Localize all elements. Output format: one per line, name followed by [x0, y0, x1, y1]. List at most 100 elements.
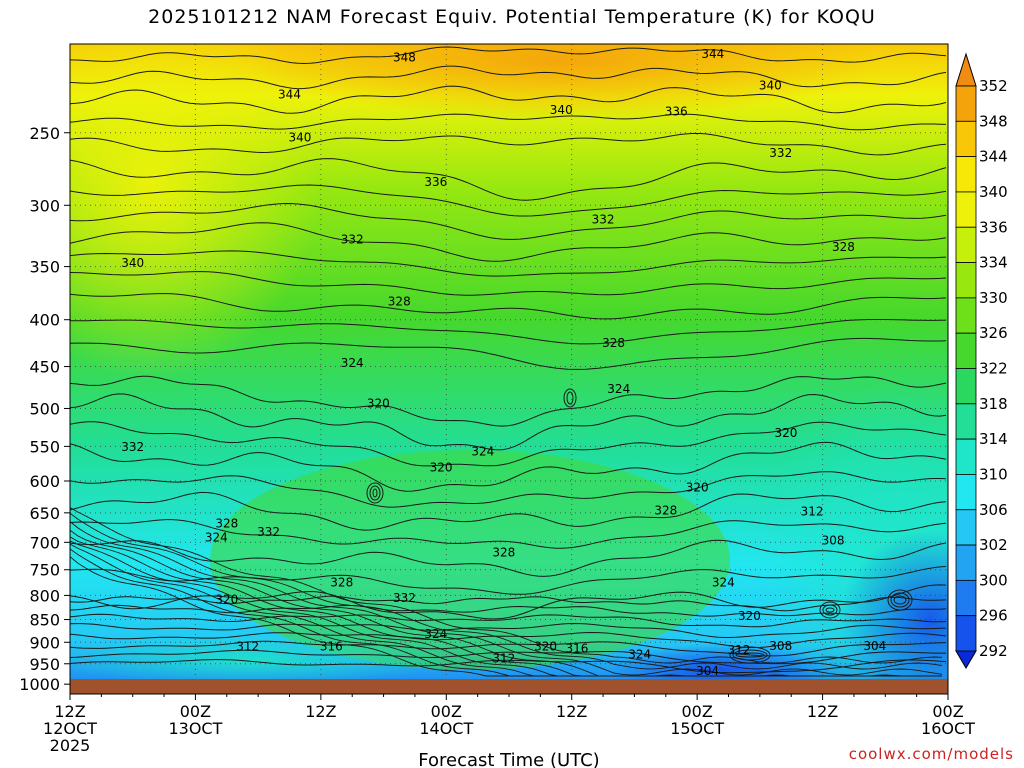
contour-label: 304: [863, 639, 886, 653]
contour-label: 332: [592, 213, 615, 227]
contour-label: 340: [121, 256, 144, 270]
contour-label: 328: [492, 545, 515, 559]
contour-label: 340: [288, 131, 311, 145]
contour-line: [70, 375, 947, 427]
contour-label: 316: [565, 641, 588, 655]
contour-label: 324: [712, 575, 735, 589]
contour-line: [70, 622, 947, 638]
y-tick-label: 950: [29, 655, 60, 674]
y-tick-label: 900: [29, 633, 60, 652]
contour-line: [70, 132, 947, 156]
contour-label: 344: [701, 47, 724, 61]
frontal-contour-line: [70, 512, 943, 670]
frontal-contour-line: [70, 521, 943, 676]
colorbar-segment: [955, 297, 977, 334]
colorbar-label: 326: [979, 324, 1008, 342]
y-tick-label: 800: [29, 586, 60, 605]
contour-label: 320: [738, 609, 761, 623]
contour-label: 316: [320, 640, 343, 654]
contour-line: [70, 393, 947, 451]
contour-label: 324: [341, 356, 364, 370]
contour-line: [70, 222, 947, 262]
contour-line: [70, 271, 947, 296]
ground-surface: [70, 679, 948, 694]
contour-line: [70, 595, 947, 612]
closed-contour: [732, 649, 768, 661]
closed-contour: [825, 607, 835, 613]
contour-label: 320: [367, 397, 390, 411]
contour-label: 324: [628, 647, 651, 661]
colorbar-segment: [955, 332, 977, 369]
contour-line: [70, 640, 947, 657]
x-tick-label: 13OCT: [168, 719, 222, 738]
moist-region-mid: [210, 450, 730, 670]
contour-line: [70, 604, 947, 617]
colorbar-label: 302: [979, 536, 1008, 554]
colorbar-label: 322: [979, 360, 1008, 378]
contour-line: [70, 113, 947, 131]
contour-label: 336: [665, 105, 688, 119]
colorbar-label: 314: [979, 430, 1008, 448]
x-tick-label: 12Z: [54, 702, 85, 721]
contour-line: [70, 659, 947, 674]
colorbar: 292 296 300 302 306 310 314 318 322 326 330 334 336 3…: [955, 52, 1008, 669]
x-tick-label: 12OCT: [43, 719, 97, 738]
colorbar-segment: [955, 156, 977, 193]
y-tick-label: 1000: [19, 675, 60, 694]
y-tick-label: 350: [29, 258, 60, 277]
contour-label: 308: [769, 639, 792, 653]
contour-line: [70, 566, 947, 595]
colorbar-segment: [955, 474, 977, 511]
contour-label: 332: [393, 591, 416, 605]
contour-lines: [70, 46, 947, 677]
colorbar-segment: [955, 579, 977, 617]
colorbar-arrow-top: [955, 52, 977, 87]
closed-contour: [366, 482, 384, 504]
colorbar-segment: [955, 403, 977, 440]
contour-line: [70, 293, 947, 320]
colorbar-segment: [955, 509, 977, 546]
x-tick-label: 00Z: [431, 702, 462, 721]
frontal-contour-line: [70, 507, 943, 664]
grid-lines: [70, 44, 948, 685]
contour-label: 320: [430, 461, 453, 475]
x-tick-label: 00Z: [932, 702, 963, 721]
contour-label: 332: [121, 440, 144, 454]
colorbar-label: 340: [979, 183, 1008, 201]
contour-label: 328: [330, 575, 353, 589]
contour-line: [70, 539, 947, 577]
contour-labels: 348 344 344 340 340 336 340 332 336 332 332 328 340 3…: [121, 47, 886, 678]
colorbar-segment: [955, 85, 977, 122]
contour-label: 312: [236, 640, 259, 654]
y-tick-label: 300: [29, 196, 60, 215]
closed-contour: [890, 592, 910, 608]
contour-label: 328: [654, 503, 677, 517]
frontal-contour-line: [70, 556, 942, 677]
closed-contour: [887, 589, 913, 611]
contour-line: [70, 158, 947, 201]
contour-label: 324: [471, 444, 494, 458]
contour-label: 328: [388, 294, 411, 308]
chart-title: 2025101212 NAM Forecast Equiv. Potential…: [148, 6, 876, 28]
x-tick-label: 12Z: [305, 702, 336, 721]
x-tick-label: 15OCT: [670, 719, 724, 738]
contour-label: 340: [550, 103, 573, 117]
contour-label: 336: [424, 175, 447, 189]
contour-line: [70, 202, 947, 240]
y-tick-label: 450: [29, 358, 60, 377]
closed-contour: [372, 488, 378, 498]
colorbar-segment: [955, 368, 977, 405]
x-axis-label: Forecast Time (UTC): [418, 750, 599, 768]
contour-line: [70, 421, 947, 467]
closed-contour: [729, 646, 771, 664]
closed-contour: [369, 485, 381, 501]
contour-label: 340: [759, 79, 782, 93]
colorbar-label: 300: [979, 571, 1008, 589]
y-tick-label: 850: [29, 611, 60, 630]
contour-line: [70, 491, 947, 531]
cold-region-right-low: [840, 530, 948, 679]
contour-label: 332: [341, 233, 364, 247]
x-tick-label: 2025: [50, 736, 91, 755]
colorbar-label: 334: [979, 254, 1008, 272]
